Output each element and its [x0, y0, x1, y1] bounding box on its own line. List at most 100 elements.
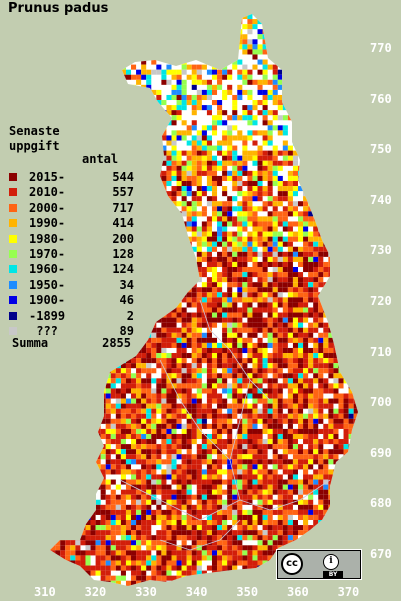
grid-cell: [80, 54, 86, 60]
grid-cell: [65, 150, 71, 156]
grid-cell: [171, 332, 177, 338]
grid-cell: [95, 428, 101, 434]
grid-cell: [222, 277, 228, 283]
grid-cell: [262, 69, 268, 75]
grid-cell: [298, 368, 304, 374]
grid-cell: [308, 59, 314, 65]
grid-cell: [247, 302, 253, 308]
grid-cell: [211, 125, 218, 131]
grid-cell: [237, 246, 243, 252]
grid-cell: [323, 449, 329, 455]
grid-cell: [298, 322, 304, 328]
grid-cell: [191, 150, 197, 156]
grid-cell: [247, 110, 253, 116]
grid-cell: [70, 160, 76, 166]
grid-cell: [227, 135, 233, 141]
grid-cell: [161, 191, 167, 197]
grid-cell: [227, 256, 233, 262]
grid-cell: [247, 368, 253, 374]
grid-cell: [359, 237, 364, 242]
grid-cell: [247, 459, 253, 465]
grid-cell: [141, 464, 147, 470]
grid-cell: [100, 454, 106, 460]
grid-cell: [252, 79, 258, 85]
grid-cell: [85, 439, 91, 445]
grid-cell: [303, 120, 309, 126]
grid-cell: [171, 201, 177, 207]
grid-cell: [131, 49, 137, 55]
grid-cell: [90, 363, 96, 369]
grid-cell: [227, 484, 233, 490]
grid-cell: [262, 216, 268, 222]
grid-cell: [272, 44, 278, 50]
grid-cell: [333, 211, 339, 217]
grid-cell: [323, 378, 329, 384]
grid-cell: [338, 499, 344, 505]
grid-cell: [191, 39, 197, 45]
grid-cell: [171, 170, 177, 176]
grid-cell: [90, 474, 96, 480]
grid-cell: [262, 484, 268, 490]
grid-cell: [313, 226, 319, 232]
grid-cell: [298, 145, 304, 151]
grid-cell: [328, 353, 334, 359]
grid-cell: [201, 125, 207, 131]
grid-cell: [206, 347, 212, 354]
grid-cell: [141, 180, 147, 187]
grid-cell: [257, 175, 263, 181]
grid-cell: [105, 479, 111, 485]
grid-cell: [186, 464, 192, 470]
grid-cell: [50, 459, 51, 465]
grid-cell: [237, 44, 243, 50]
grid-cell: [176, 423, 182, 429]
grid-cell: [75, 363, 81, 369]
grid-cell: [313, 327, 319, 333]
grid-cell: [227, 74, 233, 80]
grid-cell: [95, 479, 101, 485]
grid-cell: [303, 216, 309, 222]
grid-cell: [272, 206, 278, 212]
grid-cell: [277, 115, 283, 121]
grid-cell: [308, 135, 314, 141]
grid-cell: [217, 449, 223, 455]
grid-cell: [217, 312, 223, 318]
grid-cell: [110, 408, 116, 414]
grid-cell: [206, 403, 212, 409]
grid-cell: [343, 89, 349, 95]
grid-cell: [156, 358, 162, 364]
grid-cell: [75, 19, 81, 25]
grid-cell: [217, 201, 223, 207]
grid-cell: [166, 165, 172, 171]
grid-cell: [242, 196, 248, 202]
grid-cell: [186, 373, 192, 379]
grid-cell: [267, 49, 273, 55]
grid-cell: [186, 170, 192, 176]
grid-cell: [85, 444, 91, 450]
grid-cell: [242, 287, 248, 293]
grid-cell: [60, 347, 66, 354]
grid-cell: [136, 160, 142, 166]
grid-cell: [323, 459, 329, 465]
grid-cell: [181, 89, 187, 95]
grid-cell: [333, 358, 339, 364]
grid-cell: [282, 216, 288, 222]
grid-cell: [267, 175, 273, 181]
grid-cell: [298, 115, 304, 121]
grid-cell: [343, 282, 349, 288]
grid-cell: [242, 378, 248, 384]
grid-cell: [308, 322, 314, 328]
grid-cell: [267, 226, 273, 232]
grid-cell: [338, 135, 344, 141]
grid-cell: [211, 170, 218, 176]
grid-cell: [105, 353, 111, 359]
grid-cell: [237, 499, 243, 505]
grid-cell: [227, 312, 233, 318]
grid-cell: [343, 373, 349, 379]
grid-cell: [186, 261, 192, 267]
grid-cell: [292, 272, 298, 278]
grid-cell: [156, 236, 162, 242]
grid-cell: [232, 196, 238, 202]
grid-cell: [242, 408, 248, 414]
grid-cell: [232, 186, 238, 192]
grid-cell: [70, 150, 76, 156]
